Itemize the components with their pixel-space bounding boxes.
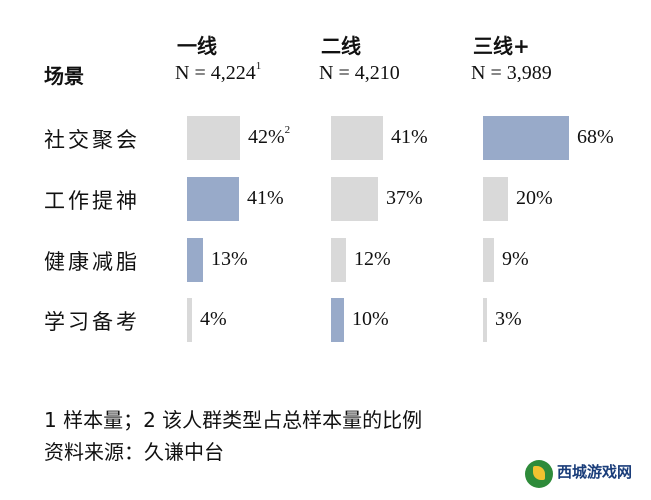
footnote-sample: 1 样本量；2 该人群类型占总样本量的比例 xyxy=(44,408,423,432)
tier-label-2: 三线+ xyxy=(473,34,530,58)
value-label-1-1: 37% xyxy=(386,187,423,209)
value-label-0-0: 42%2 xyxy=(248,124,291,148)
row-label-3: 学习备考 xyxy=(44,310,140,334)
value-label-2-1: 20% xyxy=(516,187,553,209)
value-label-0-3: 4% xyxy=(200,308,227,330)
bar-0-1 xyxy=(187,177,239,221)
value-label-1-0: 41% xyxy=(391,126,428,148)
row-label-2: 健康减脂 xyxy=(44,250,140,274)
bar-0-2 xyxy=(187,238,203,282)
value-label-1-2: 12% xyxy=(354,248,391,270)
value-label-0-1: 41% xyxy=(247,187,284,209)
tier-sample-size-2: N = 3,989 xyxy=(471,62,552,84)
bar-2-3 xyxy=(483,298,487,342)
bar-2-2 xyxy=(483,238,494,282)
bar-1-1 xyxy=(331,177,378,221)
row-label-0: 社交聚会 xyxy=(44,128,140,152)
bar-2-0 xyxy=(483,116,569,160)
bar-0-3 xyxy=(187,298,192,342)
value-label-2-3: 3% xyxy=(495,308,522,330)
row-label-1: 工作提神 xyxy=(44,189,140,213)
bar-1-0 xyxy=(331,116,383,160)
tier-sample-size-1: N = 4,210 xyxy=(319,62,400,84)
bar-2-1 xyxy=(483,177,508,221)
bar-0-0 xyxy=(187,116,240,160)
bar-1-2 xyxy=(331,238,346,282)
tier-sample-size-0: N = 4,2241 xyxy=(175,60,262,84)
value-label-2-0: 68% xyxy=(577,126,614,148)
tier-label-1: 二线 xyxy=(321,34,361,58)
row-header: 场景 xyxy=(44,64,84,88)
value-label-1-3: 10% xyxy=(352,308,389,330)
value-label-0-2: 13% xyxy=(211,248,248,270)
bar-1-3 xyxy=(331,298,344,342)
value-label-2-2: 9% xyxy=(502,248,529,270)
tier-label-0: 一线 xyxy=(177,34,217,58)
watermark-text: 西城游戏网 xyxy=(557,463,633,481)
watermark-logo: 西城游戏网 xyxy=(521,456,641,494)
watermark-icon xyxy=(525,460,553,488)
footnote-source: 资料来源：久谦中台 xyxy=(44,440,224,464)
